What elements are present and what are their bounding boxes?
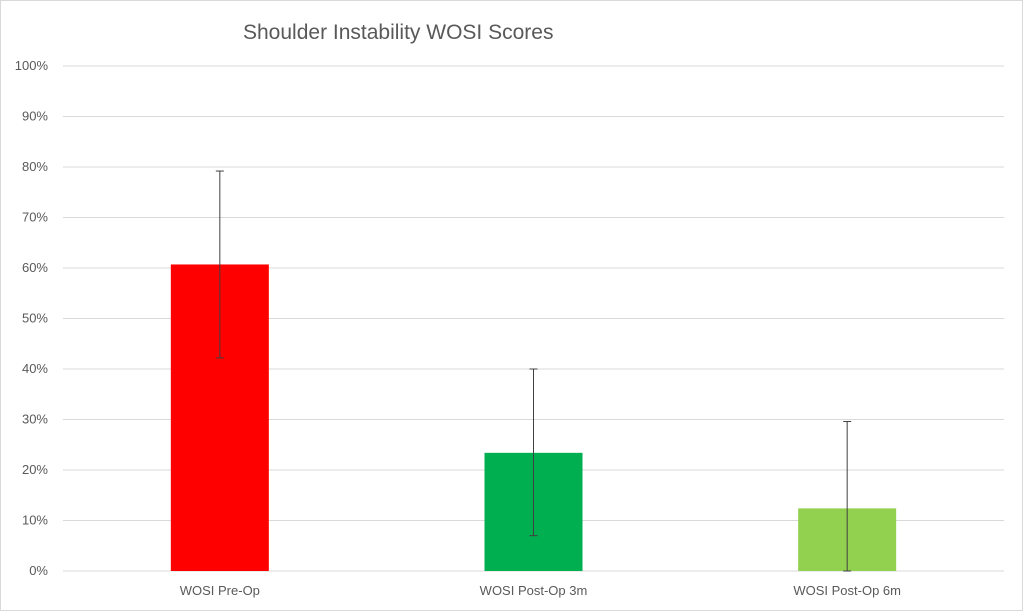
y-tick-label: 100% <box>15 58 49 73</box>
y-tick-label: 40% <box>22 361 48 376</box>
x-category-label: WOSI Pre-Op <box>180 583 260 598</box>
y-tick-label: 50% <box>22 311 48 326</box>
y-tick-label: 10% <box>22 513 48 528</box>
y-axis-tick-labels: 0% 10% 20% 30% 40% 50% 60% 70% 80% 90% 100% <box>15 58 49 578</box>
y-tick-label: 60% <box>22 260 48 275</box>
y-tick-label: 30% <box>22 412 48 427</box>
x-axis-category-labels: WOSI Pre-Op WOSI Post-Op 3m WOSI Post-Op 6… <box>180 583 901 598</box>
y-tick-label: 90% <box>22 109 48 124</box>
y-tick-label: 20% <box>22 462 48 477</box>
chart-title: Shoulder Instability WOSI Scores <box>243 21 554 44</box>
x-category-label: WOSI Post-Op 6m <box>793 583 901 598</box>
y-tick-label: 80% <box>22 159 48 174</box>
y-tick-label: 0% <box>29 563 48 578</box>
x-category-label: WOSI Post-Op 3m <box>480 583 588 598</box>
error-bars <box>215 170 852 572</box>
y-tick-label: 70% <box>22 210 48 225</box>
